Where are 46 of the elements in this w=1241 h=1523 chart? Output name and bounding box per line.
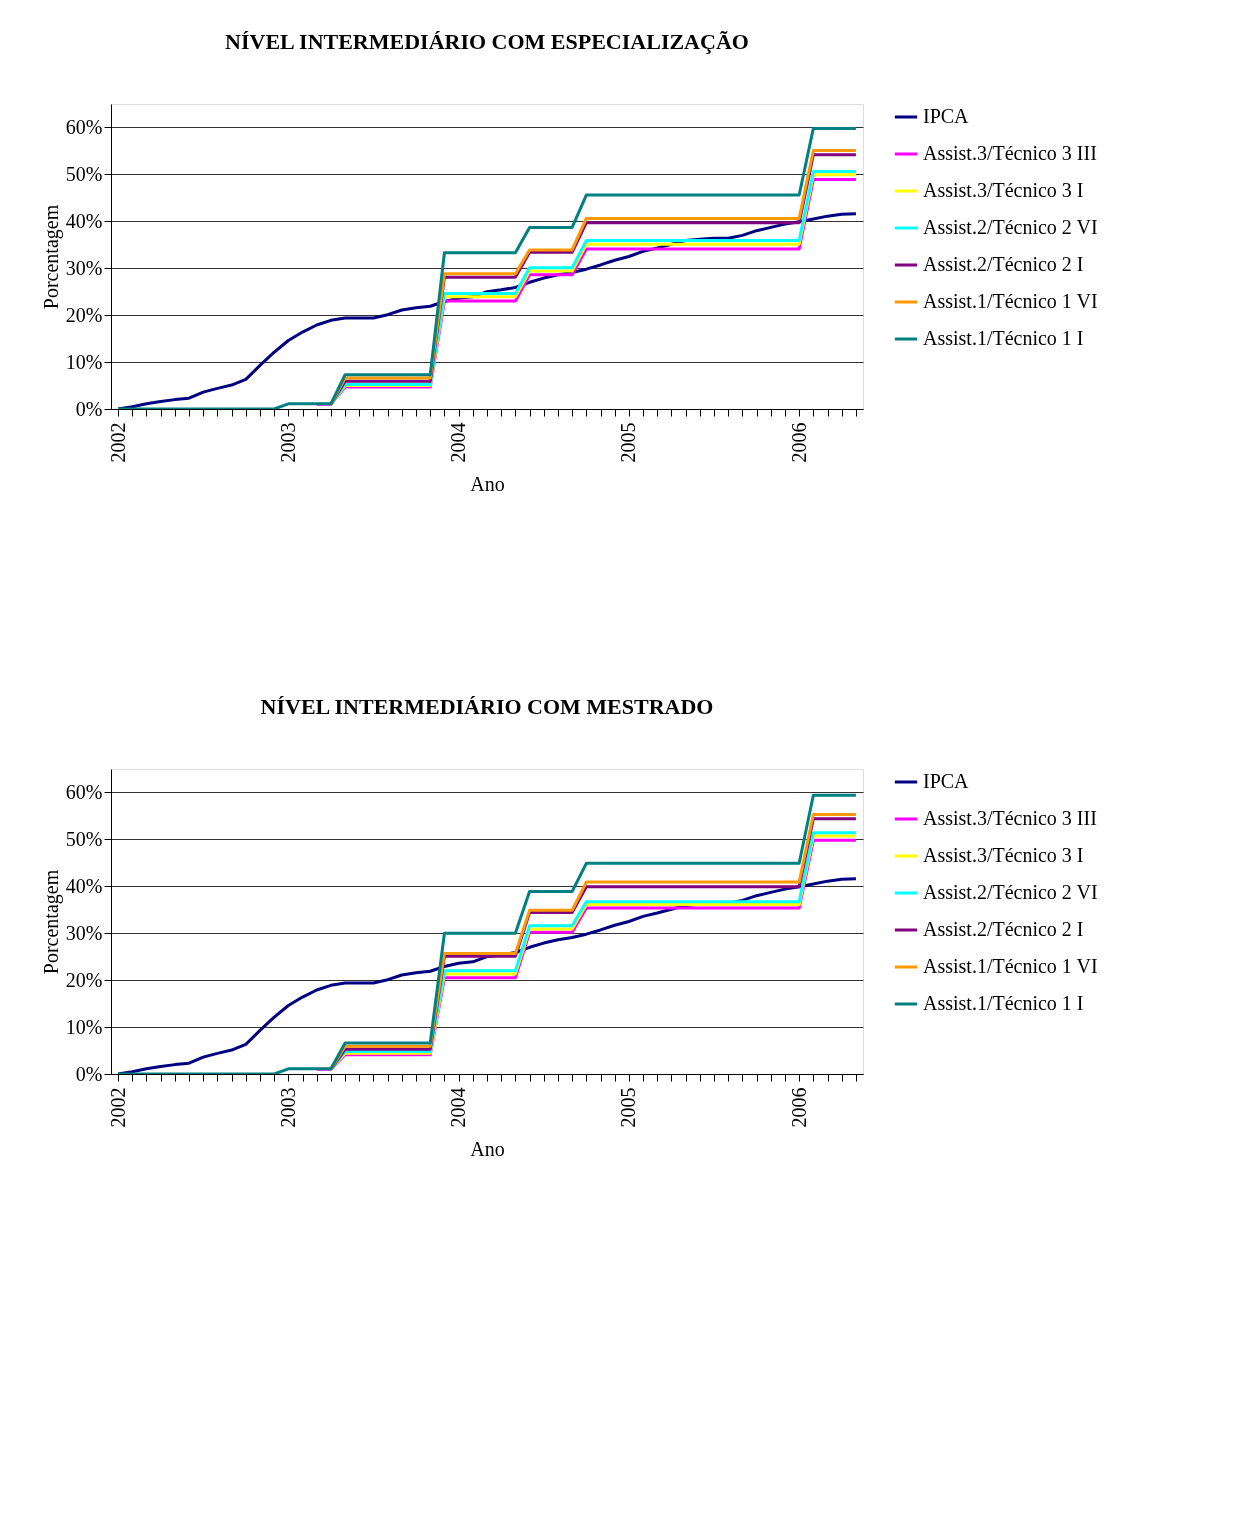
x-tick-label: 2002 bbox=[106, 1087, 129, 1128]
y-tick-label: 0% bbox=[75, 397, 103, 420]
y-tick-label: 60% bbox=[65, 115, 103, 138]
x-tick-label: 2003 bbox=[276, 1087, 299, 1128]
legend-label: Assist.3/Técnico 3 III bbox=[923, 807, 1097, 829]
x-tick-label: 2002 bbox=[106, 422, 129, 463]
legend-label: Assist.2/Técnico 2 VI bbox=[923, 216, 1098, 238]
chart-title: NÍVEL INTERMEDIÁRIO COM ESPECIALIZAÇÃO bbox=[225, 29, 749, 54]
legend-label: Assist.2/Técnico 2 I bbox=[923, 253, 1084, 275]
y-axis-title: Porcentagem bbox=[39, 204, 63, 310]
x-tick-label: 2006 bbox=[787, 422, 810, 463]
x-tick-label: 2003 bbox=[276, 422, 299, 463]
line-series bbox=[116, 793, 858, 1074]
legend-label: Assist.3/Técnico 3 III bbox=[923, 142, 1097, 164]
y-tick-label: 40% bbox=[65, 874, 103, 897]
legend-label: Assist.1/Técnico 1 VI bbox=[923, 955, 1098, 977]
legend-label: Assist.1/Técnico 1 I bbox=[923, 992, 1084, 1014]
legend-label: Assist.3/Técnico 3 I bbox=[923, 179, 1084, 201]
x-tick-label: 2004 bbox=[447, 1087, 470, 1128]
y-tick-label: 0% bbox=[75, 1062, 103, 1085]
legend-label: Assist.1/Técnico 1 I bbox=[923, 327, 1084, 349]
legend-label: Assist.1/Técnico 1 VI bbox=[923, 290, 1098, 312]
y-tick-label: 50% bbox=[65, 827, 103, 850]
y-tick-label: 50% bbox=[65, 162, 103, 185]
y-tick-label: 10% bbox=[65, 1015, 103, 1038]
y-axis-title: Porcentagem bbox=[39, 869, 63, 975]
x-tick-label: 2005 bbox=[617, 422, 640, 463]
chart-title: NÍVEL INTERMEDIÁRIO COM MESTRADO bbox=[260, 694, 714, 719]
y-tick-label: 40% bbox=[65, 209, 103, 232]
y-tick-label: 20% bbox=[65, 303, 103, 326]
line-series bbox=[116, 126, 858, 409]
y-tick-label: 10% bbox=[65, 350, 103, 373]
y-tick-label: 20% bbox=[65, 968, 103, 991]
legend-label: Assist.2/Técnico 2 VI bbox=[923, 881, 1098, 903]
x-axis-title: Ano bbox=[470, 1137, 505, 1160]
legend-label: IPCA bbox=[923, 105, 970, 127]
y-tick-label: 60% bbox=[65, 780, 103, 803]
x-tick-label: 2005 bbox=[617, 1087, 640, 1128]
legend-label: IPCA bbox=[923, 770, 970, 792]
x-tick-label: 2004 bbox=[447, 422, 470, 463]
x-axis-title: Ano bbox=[470, 472, 505, 495]
legend-label: Assist.2/Técnico 2 I bbox=[923, 918, 1084, 940]
legend-label: Assist.3/Técnico 3 I bbox=[923, 844, 1084, 866]
y-tick-label: 30% bbox=[65, 256, 103, 279]
y-tick-label: 30% bbox=[65, 921, 103, 944]
x-tick-label: 2006 bbox=[787, 1087, 810, 1128]
